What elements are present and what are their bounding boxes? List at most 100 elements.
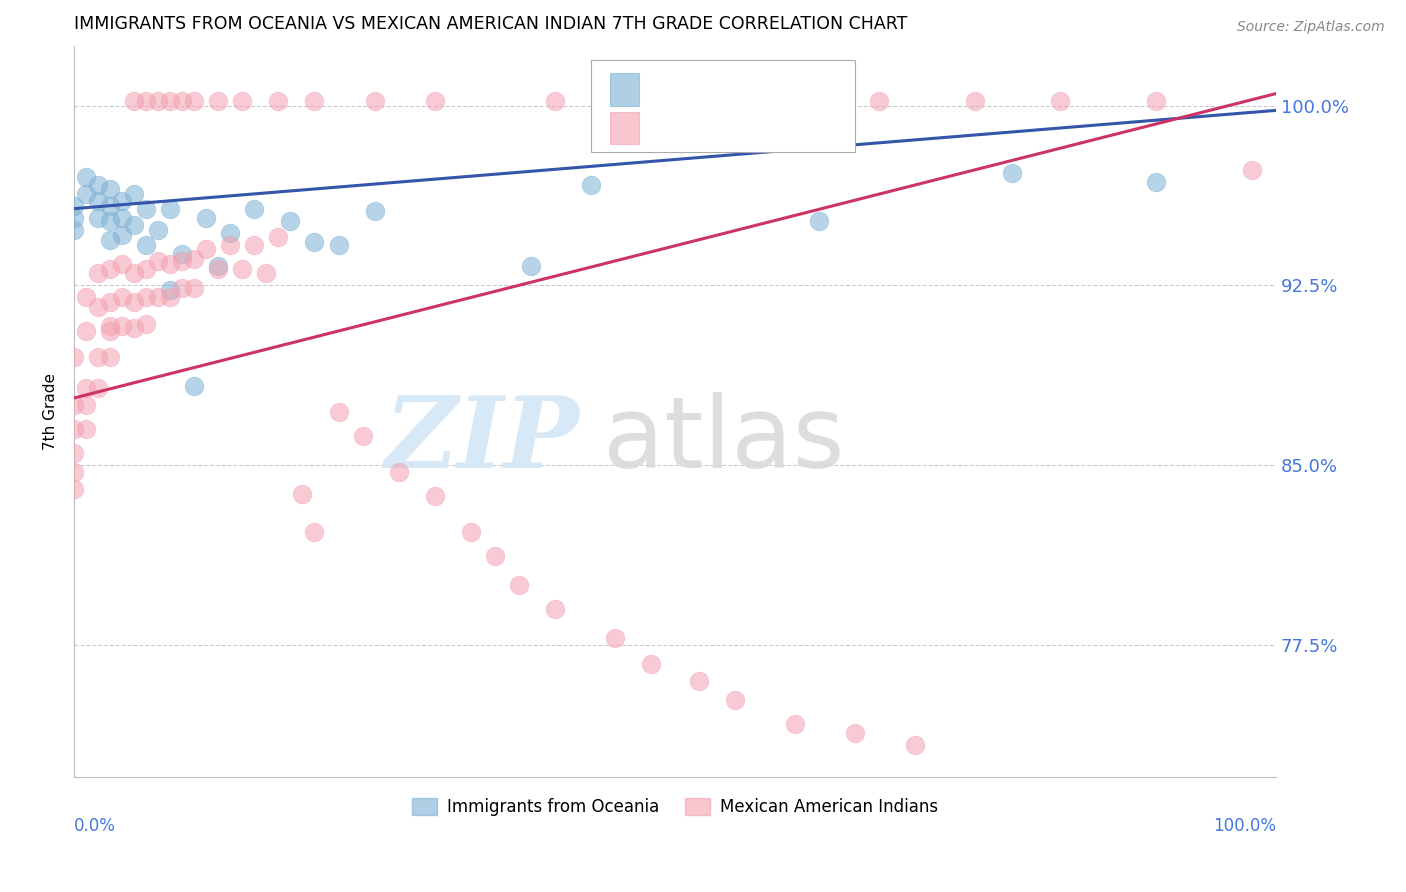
Point (172, 94, 194, 108)
Point (87, 350, 110, 364)
Point (183, 281, 205, 295)
Point (98, 324, 121, 338)
Point (75, 398, 97, 412)
Point (785, 94, 807, 108)
Point (328, 405, 350, 419)
Point (387, 465, 409, 479)
Text: R = 0.358   N = 62: R = 0.358 N = 62 (647, 119, 804, 136)
Point (87, 194, 110, 209)
Point (63, 199, 86, 213)
Point (544, 94, 567, 108)
Point (352, 429, 374, 443)
Point (135, 290, 157, 304)
Point (135, 317, 157, 331)
Point (603, 631, 626, 645)
Point (75, 422, 97, 436)
Point (423, 94, 446, 108)
Text: IMMIGRANTS FROM OCEANIA VS MEXICAN AMERICAN INDIAN 7TH GRADE CORRELATION CHART: IMMIGRANTS FROM OCEANIA VS MEXICAN AMERI… (75, 15, 907, 33)
FancyBboxPatch shape (610, 73, 638, 105)
Point (1049, 94, 1071, 108)
Point (122, 94, 145, 108)
Point (172, 281, 194, 295)
Legend: Immigrants from Oceania, Mexican American Indians: Immigrants from Oceania, Mexican America… (406, 791, 945, 823)
Point (664, 94, 686, 108)
Point (98, 213, 121, 227)
Point (1240, 163, 1263, 178)
Point (148, 223, 170, 237)
Point (75, 170, 97, 185)
Point (159, 202, 181, 216)
Point (63, 482, 86, 496)
Point (111, 211, 134, 226)
Point (207, 94, 229, 108)
Point (87, 300, 110, 314)
Point (508, 578, 530, 592)
Point (183, 252, 205, 266)
Text: R = 0.317   N = 37: R = 0.317 N = 37 (647, 80, 804, 98)
Point (844, 726, 866, 740)
Point (122, 187, 145, 202)
Point (640, 657, 662, 671)
Point (98, 261, 121, 276)
Point (254, 266, 277, 280)
Point (183, 94, 205, 108)
Point (98, 295, 121, 310)
Point (98, 182, 121, 196)
Point (63, 211, 86, 226)
Point (159, 257, 181, 271)
Point (75, 324, 97, 338)
Point (87, 178, 110, 192)
Point (231, 94, 253, 108)
Point (219, 226, 242, 240)
Point (207, 261, 229, 276)
Text: 100.0%: 100.0% (1213, 817, 1277, 835)
Point (544, 602, 567, 616)
Point (111, 319, 134, 334)
Text: Source: ZipAtlas.com: Source: ZipAtlas.com (1237, 20, 1385, 34)
Point (219, 237, 242, 252)
Point (1144, 94, 1167, 108)
Point (207, 259, 229, 273)
Point (63, 398, 86, 412)
Point (172, 247, 194, 261)
Point (135, 261, 157, 276)
Point (785, 717, 807, 731)
Point (460, 525, 482, 540)
Point (520, 259, 543, 273)
Point (87, 211, 110, 226)
Point (484, 549, 506, 563)
Point (280, 213, 302, 227)
FancyBboxPatch shape (591, 61, 855, 152)
Point (159, 290, 181, 304)
Point (111, 257, 134, 271)
Point (122, 266, 145, 280)
Point (148, 254, 170, 268)
Point (579, 178, 602, 192)
Point (75, 290, 97, 304)
Point (304, 525, 326, 540)
Point (363, 94, 385, 108)
Point (98, 319, 121, 334)
Point (63, 422, 86, 436)
Point (1000, 166, 1022, 180)
Point (63, 350, 86, 364)
Point (688, 673, 710, 688)
Point (111, 227, 134, 242)
Point (63, 465, 86, 479)
Point (965, 94, 987, 108)
Point (122, 295, 145, 310)
Point (195, 211, 218, 226)
Point (75, 187, 97, 202)
Point (159, 283, 181, 297)
Point (159, 94, 181, 108)
Point (243, 202, 266, 216)
Point (135, 94, 157, 108)
FancyBboxPatch shape (610, 112, 638, 145)
Point (231, 261, 253, 276)
Point (122, 321, 145, 335)
Point (363, 204, 385, 219)
Point (87, 381, 110, 395)
Point (868, 94, 890, 108)
Point (808, 213, 831, 227)
Point (98, 233, 121, 247)
